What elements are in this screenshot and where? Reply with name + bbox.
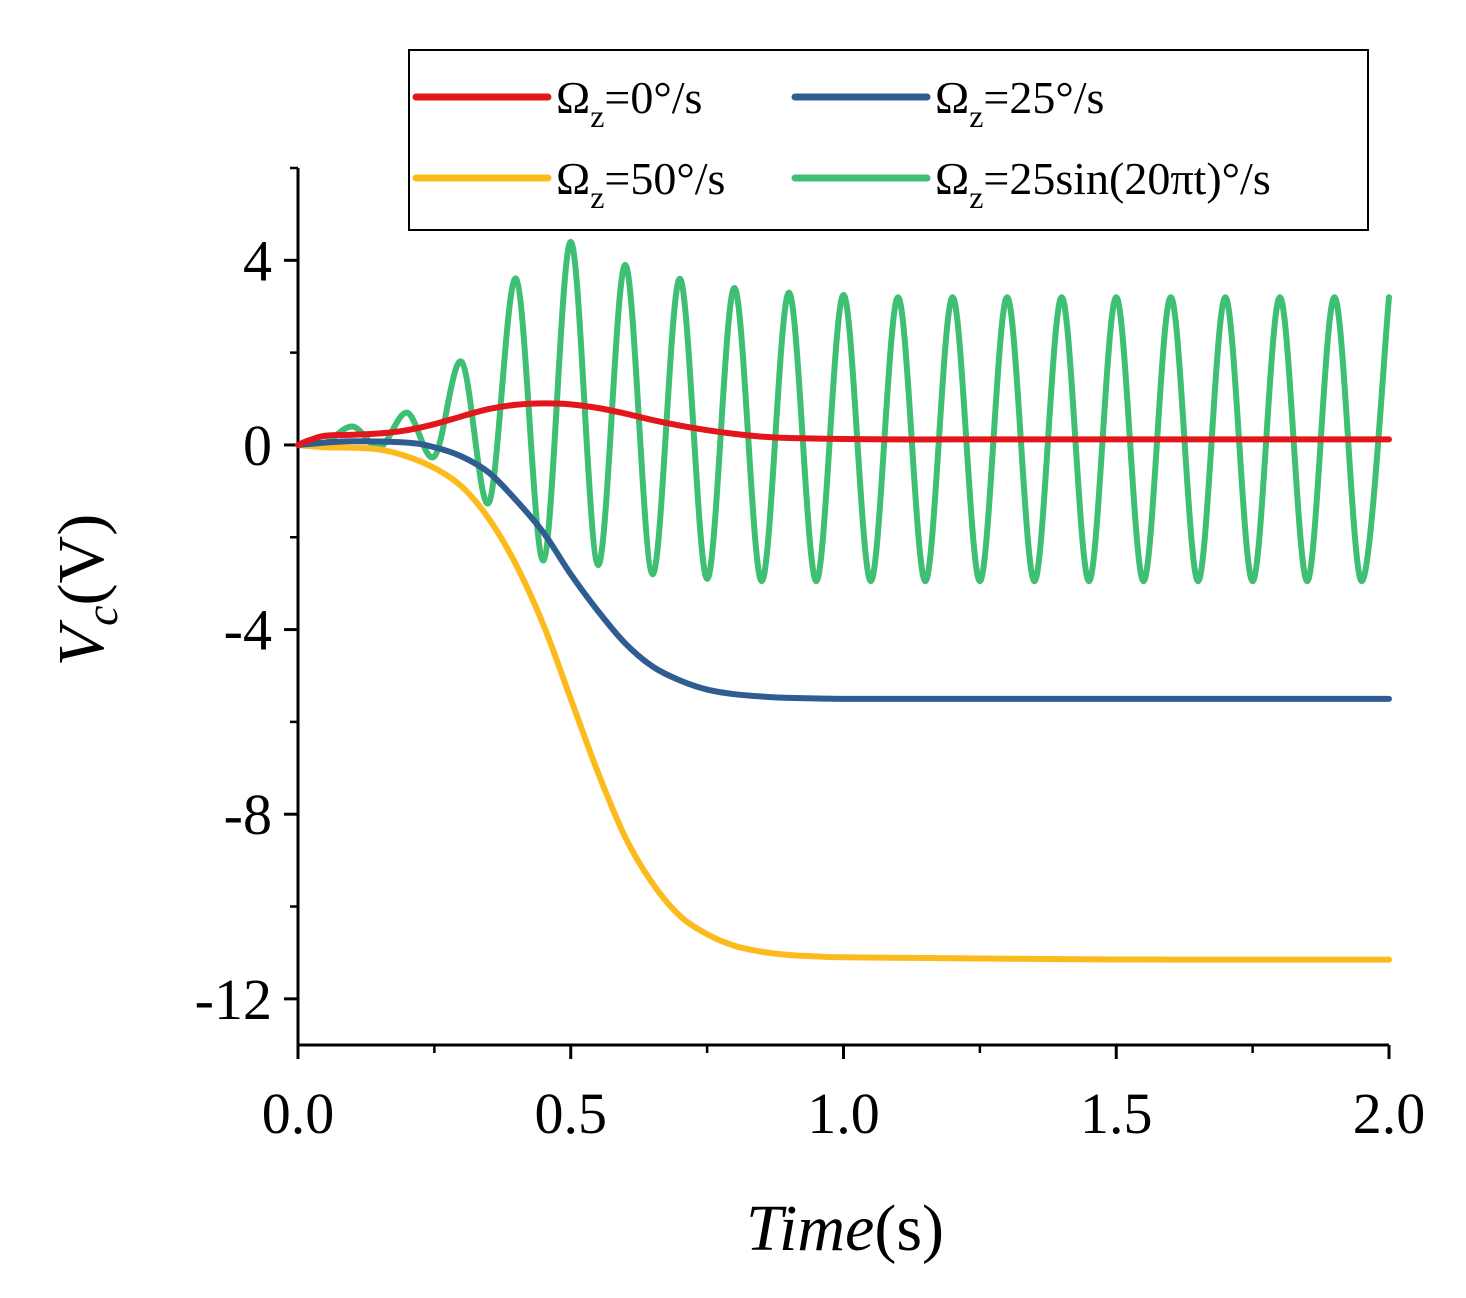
series-line-0 [295, 400, 1392, 448]
y-axis-title-sub: c [76, 605, 127, 625]
x-axis-title: Time(s) [746, 1192, 944, 1265]
x-axis-title-main: Time [746, 1192, 874, 1265]
legend-label-3: Ωz=25sin(20πt)°/s [935, 153, 1271, 215]
x-tick-label: 2.0 [1353, 1081, 1426, 1146]
series-line-1 [295, 438, 1392, 702]
legend-label-1: Ωz=25°/s [935, 72, 1104, 134]
series-line-3 [295, 238, 1392, 585]
y-tick-label: -8 [224, 782, 272, 847]
legend-box [408, 49, 1369, 231]
y-axis-title-unit: (V) [45, 514, 118, 606]
x-tick-label: 0.5 [535, 1081, 608, 1146]
y-tick-label: -4 [224, 598, 272, 663]
y-tick-label: 0 [243, 413, 272, 478]
x-tick-label: 1.0 [807, 1081, 880, 1146]
y-tick-label: -12 [195, 967, 272, 1032]
series-group [295, 238, 1392, 963]
axes: 0.0 0.5 1.0 1.5 2.0 4 0 -4 -8 -12 [195, 166, 1426, 1146]
x-axis-title-unit: (s) [874, 1192, 944, 1265]
series-line-2 [295, 441, 1392, 963]
x-tick-label: 1.5 [1080, 1081, 1153, 1146]
y-tick-label: 4 [243, 228, 272, 293]
y-axis-title-main: V [45, 619, 118, 666]
legend-label-0: Ωz=0°/s [556, 72, 702, 134]
legend: Ωz=0°/s Ωz=25°/s Ωz=50°/s Ωz=25sin(20πt)… [408, 49, 1369, 231]
y-axis-title: Vc(V) [45, 514, 127, 666]
legend-label-2: Ωz=50°/s [556, 153, 725, 215]
x-tick-label: 0.0 [262, 1081, 335, 1146]
